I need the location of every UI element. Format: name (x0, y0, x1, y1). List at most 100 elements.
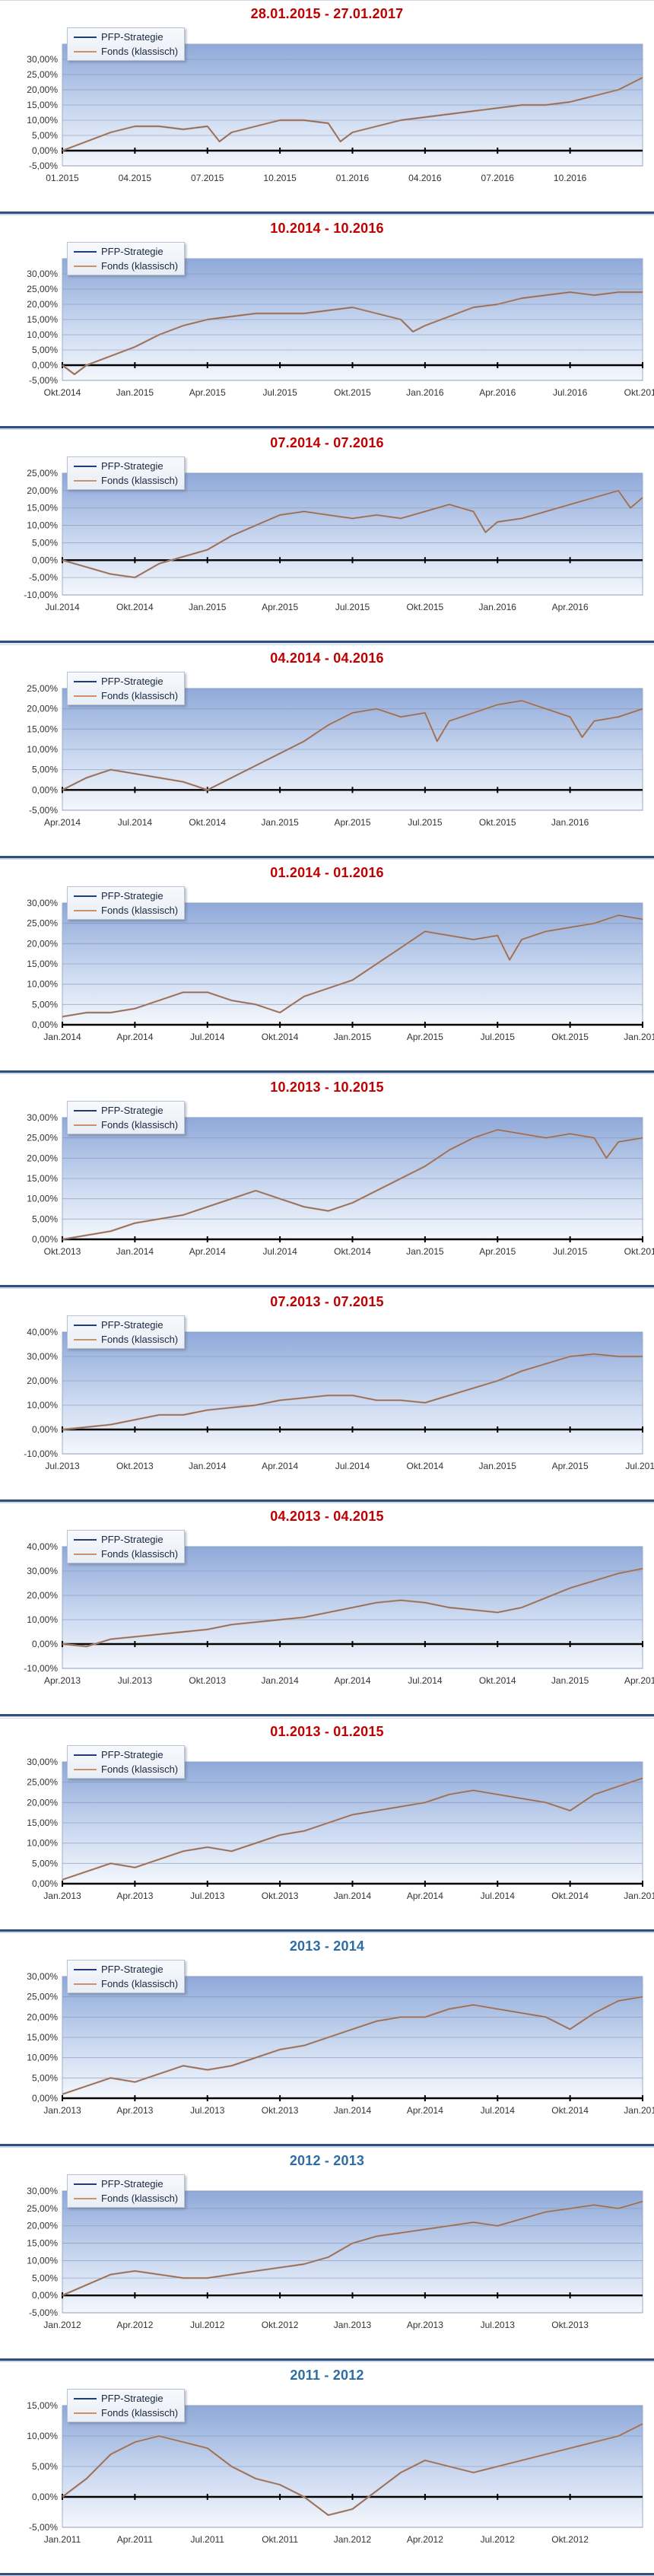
y-tick-label: 20,00% (27, 704, 58, 714)
legend-item-pfp-strategie: PFP-Strategie (74, 30, 178, 44)
y-tick-label: 10,00% (27, 1194, 58, 1204)
legend-swatch (74, 1324, 97, 1326)
chart-legend: PFP-Strategie Fonds (klassisch) (67, 2389, 186, 2422)
x-tick-label: Jan.2013 (43, 2105, 81, 2116)
x-tick-label: Okt.2014 (551, 2105, 589, 2116)
x-tick-label: Okt.2015 (479, 817, 516, 828)
legend-swatch (74, 1109, 97, 1111)
legend-swatch (74, 680, 97, 682)
series-line-pfp-strategie (62, 1568, 643, 1647)
y-tick-label: -10,00% (24, 590, 58, 600)
x-tick-label: Jul.2014 (190, 1032, 225, 1042)
x-tick-label: Okt.2013 (262, 1891, 299, 1901)
y-tick-label: 15,00% (27, 503, 58, 514)
x-tick-label: Jan.2014 (43, 1032, 81, 1042)
line-chart: 0,00% 5,00% 10,00% 15,00% 20,00% 25,00% 30,00%… (27, 1971, 654, 2116)
x-tick-label: Apr.2016 (552, 602, 589, 612)
x-tick-label: Okt.2014 (116, 602, 154, 612)
y-tick-label: 5,00% (32, 2461, 58, 2472)
x-tick-label: Jan.2014 (334, 2105, 372, 2116)
series-line-pfp-strategie (62, 700, 643, 790)
legend-label: Fonds (klassisch) (101, 1978, 179, 1989)
chart-legend: PFP-Strategie Fonds (klassisch) (67, 1101, 186, 1134)
y-tick-label: 5,00% (32, 765, 58, 775)
y-tick-label: -5,00% (29, 572, 58, 583)
chart-legend: PFP-Strategie Fonds (klassisch) (67, 886, 186, 920)
legend-swatch (74, 2397, 97, 2399)
y-tick-label: 0,00% (32, 1234, 58, 1245)
y-tick-label: 0,00% (32, 784, 58, 795)
y-tick-label: -5,00% (29, 161, 58, 171)
series-line-pfp-strategie (62, 2423, 643, 2516)
x-tick-label: Apr.2012 (116, 2320, 153, 2330)
y-tick-label: 20,00% (27, 299, 58, 310)
line-chart: -10,00% 0,00% 10,00% 20,00% 30,00% 40,00% Jul.… (24, 1327, 654, 1471)
legend-item-fonds-klassisch: Fonds (klassisch) (74, 2191, 178, 2206)
y-tick-label: 0,00% (32, 1019, 58, 1030)
y-tick-label: 30,00% (27, 1757, 58, 1767)
y-tick-label: -5,00% (29, 805, 58, 816)
x-tick-label: Apr.2015 (624, 1675, 654, 1686)
x-tick-label: Jul.2015 (481, 1032, 516, 1042)
chart-legend: PFP-Strategie Fonds (klassisch) (67, 456, 186, 490)
legend-label: Fonds (klassisch) (101, 690, 179, 701)
chart-panel: 01.2014 - 01.2016 0,00% 5,00% 10,00% 15,00% 2… (0, 859, 654, 1073)
legend-label: PFP-Strategie (101, 1319, 164, 1331)
legend-label: PFP-Strategie (101, 1749, 164, 1760)
y-tick-label: 0,00% (32, 555, 58, 565)
y-tick-label: 20,00% (27, 1797, 58, 1808)
chart-panel: 10.2013 - 10.2015 0,00% 5,00% 10,00% 15,00% 2… (0, 1073, 654, 1288)
y-tick-label: 10,00% (27, 115, 58, 126)
x-tick-label: Apr.2013 (116, 1891, 153, 1901)
legend-swatch (74, 695, 97, 697)
legend-swatch (74, 1338, 97, 1340)
y-tick-label: 15,00% (27, 2400, 58, 2411)
chart-legend: PFP-Strategie Fonds (klassisch) (67, 242, 186, 275)
x-tick-label: Apr.2014 (189, 1246, 226, 1257)
x-tick-label: Jan.2016 (479, 602, 517, 612)
legend-item-pfp-strategie: PFP-Strategie (74, 1962, 178, 1977)
y-tick-label: 20,00% (27, 1590, 58, 1601)
legend-item-fonds-klassisch: Fonds (klassisch) (74, 1977, 178, 1991)
y-tick-label: 0,00% (32, 360, 58, 370)
legend-item-pfp-strategie: PFP-Strategie (74, 1532, 178, 1547)
x-tick-label: Okt.2013 (551, 2320, 589, 2330)
x-tick-label: Jan.2014 (116, 1246, 154, 1257)
panel-separator (0, 426, 654, 428)
legend-item-pfp-strategie: PFP-Strategie (74, 244, 178, 259)
y-tick-label: 5,00% (32, 2272, 58, 2283)
x-tick-label: Jul.2016 (553, 387, 588, 398)
legend-label: PFP-Strategie (101, 460, 164, 472)
y-tick-label: 0,00% (32, 2492, 58, 2502)
panel-separator (0, 1285, 654, 1287)
y-tick-label: 25,00% (27, 1133, 58, 1143)
legend-label: Fonds (klassisch) (101, 46, 179, 57)
legend-label: PFP-Strategie (101, 890, 164, 902)
x-tick-label: Okt.2014 (189, 817, 226, 828)
x-tick-label: Jan.2013 (43, 1891, 81, 1901)
legend-label: Fonds (klassisch) (101, 1334, 179, 1345)
y-tick-label: 5,00% (32, 2072, 58, 2083)
series-line-pfp-strategie (62, 291, 643, 375)
y-tick-label: 40,00% (27, 1541, 58, 1552)
series-line-pfp-strategie (62, 1129, 643, 1240)
y-tick-label: 0,00% (32, 2093, 58, 2104)
y-tick-label: 0,00% (32, 145, 58, 156)
legend-item-fonds-klassisch: Fonds (klassisch) (74, 1762, 178, 1776)
y-tick-label: 20,00% (27, 485, 58, 496)
x-tick-label: Jan.2012 (334, 2534, 372, 2545)
x-tick-label: Jul.2013 (190, 2105, 225, 2116)
legend-item-fonds-klassisch: Fonds (klassisch) (74, 1332, 178, 1347)
legend-label: Fonds (klassisch) (101, 1763, 179, 1775)
x-tick-label: Jan.2015 (406, 1246, 444, 1257)
y-tick-label: 0,00% (32, 1878, 58, 1889)
x-tick-label: Jul.2012 (481, 2534, 516, 2545)
legend-swatch (74, 2197, 97, 2199)
x-tick-label: Apr.2014 (407, 2105, 443, 2116)
x-tick-label: Okt.2013 (189, 1675, 226, 1686)
legend-swatch (74, 1538, 97, 1541)
legend-swatch (74, 250, 97, 253)
legend-item-pfp-strategie: PFP-Strategie (74, 459, 178, 473)
x-tick-label: Jan.2013 (334, 2320, 372, 2330)
panel-separator (0, 2144, 654, 2146)
